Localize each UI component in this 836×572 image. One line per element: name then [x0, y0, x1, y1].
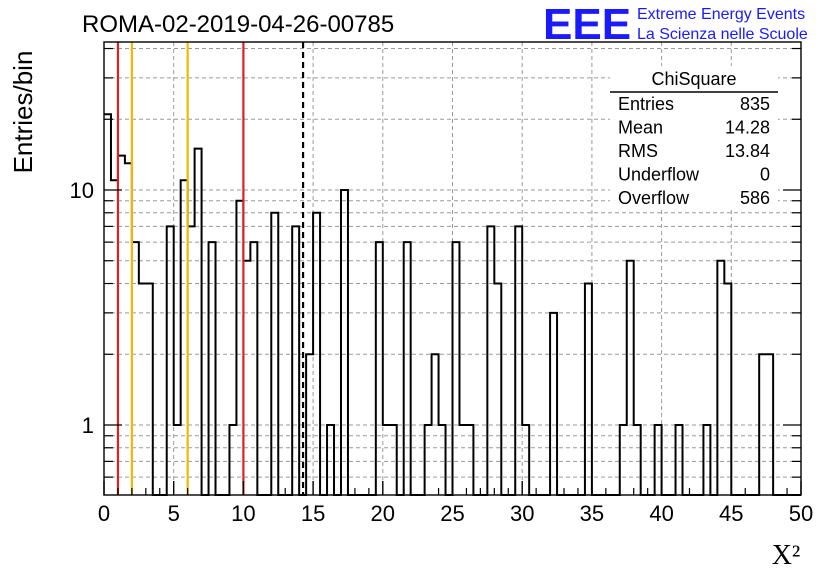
histogram-bin — [550, 313, 557, 495]
eee-logo: EEE Extreme Energy Events La Scienza nel… — [543, 0, 808, 49]
histogram-bin — [146, 284, 153, 495]
histogram-bin — [453, 242, 460, 495]
logo-line2: La Scienza nelle Scuole — [637, 26, 808, 43]
y-axis-label: Entries/bin — [8, 51, 38, 174]
histogram-bin — [494, 284, 501, 495]
histogram-bin — [250, 242, 257, 495]
stats-label: Underflow — [618, 165, 700, 185]
histogram-bin — [404, 242, 411, 495]
x-tick-label: 0 — [98, 501, 110, 526]
x-tick-label: 50 — [789, 501, 813, 526]
histogram-bin — [104, 114, 111, 495]
histogram-bin — [139, 284, 146, 495]
histogram-bin — [341, 190, 348, 495]
stats-label: Overflow — [618, 188, 690, 208]
x-tick-label: 5 — [168, 501, 180, 526]
histogram-bin — [167, 226, 174, 495]
y-tick-label: 10 — [70, 178, 94, 203]
histogram-bin — [627, 261, 634, 495]
y-tick-label: 1 — [82, 413, 94, 438]
x-tick-label: 45 — [719, 501, 743, 526]
stats-value: 0 — [760, 165, 770, 185]
x-tick-label: 25 — [440, 501, 464, 526]
stats-value: 13.84 — [725, 141, 770, 161]
logo-mark: EEE — [543, 0, 631, 49]
x-tick-label: 20 — [371, 501, 395, 526]
x-tick-label: 40 — [649, 501, 673, 526]
histogram-bin — [376, 242, 383, 495]
x-axis-label: X² — [772, 540, 801, 571]
histogram-bin — [292, 226, 299, 495]
stats-value: 14.28 — [725, 118, 770, 138]
x-tick-label: 30 — [510, 501, 534, 526]
histogram-bin — [209, 242, 216, 495]
marker-lines — [116, 42, 305, 495]
histogram-bin — [585, 284, 592, 495]
histogram-bin — [724, 284, 731, 495]
x-tick-label: 10 — [231, 501, 255, 526]
histogram-bin — [487, 226, 494, 495]
axis-ticks: 0 5 10 15 20 25 30 35 40 45 50 1 10 — [70, 47, 813, 526]
stats-box-name: ChiSquare — [651, 69, 736, 89]
stats-label: Mean — [618, 118, 663, 138]
logo-line1: Extreme Energy Events — [637, 6, 805, 23]
stats-label: Entries — [618, 94, 674, 114]
histogram-bin — [515, 226, 522, 495]
stats-value: 835 — [740, 94, 770, 114]
stats-value: 586 — [740, 188, 770, 208]
histogram-bin — [717, 261, 724, 495]
chart-title: ROMA-02-2019-04-26-00785 — [82, 11, 394, 38]
stats-box: ChiSquare Entries 835 Mean 14.28 RMS 13.84 Und… — [610, 66, 778, 210]
stats-label: RMS — [618, 141, 658, 161]
stats-box-bg — [610, 66, 778, 210]
x-tick-label: 35 — [580, 501, 604, 526]
x-tick-label: 15 — [301, 501, 325, 526]
stats-rows: Entries 835 Mean 14.28 RMS 13.84 Underflow 0 Ove… — [618, 94, 770, 208]
